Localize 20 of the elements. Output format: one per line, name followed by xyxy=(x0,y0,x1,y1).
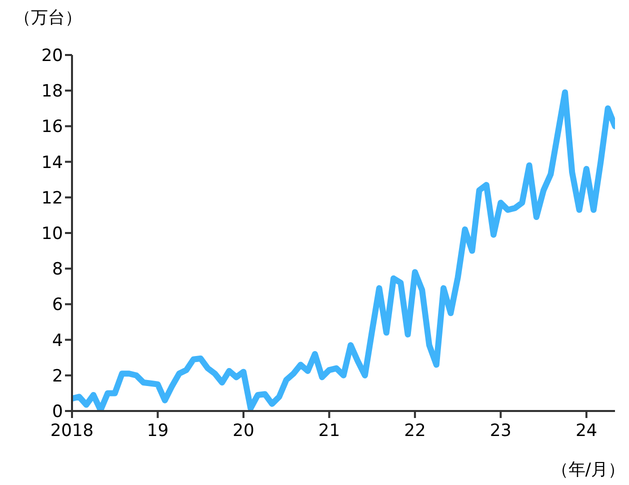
y-tick-label: 4 xyxy=(52,330,63,351)
y-tick-label: 18 xyxy=(41,82,63,102)
x-tick-label: 23 xyxy=(490,421,512,442)
y-tick-label: 16 xyxy=(41,117,63,138)
x-tick-label: 19 xyxy=(146,421,169,442)
y-tick-label: 20 xyxy=(41,46,63,66)
y-tick-label: 14 xyxy=(41,152,63,173)
x-tick-label: 24 xyxy=(576,421,598,442)
y-tick-label: 0 xyxy=(52,402,63,422)
y-tick-label: 10 xyxy=(41,224,63,244)
y-tick-label: 8 xyxy=(52,260,63,280)
x-tick-label: 21 xyxy=(318,421,340,442)
x-tick-label: 22 xyxy=(404,421,426,442)
y-tick-label: 6 xyxy=(52,295,63,316)
y-tick-label: 12 xyxy=(41,188,63,208)
y-tick-label: 2 xyxy=(52,366,63,386)
x-tick-label: 20 xyxy=(232,421,254,442)
x-tick-label: 2018 xyxy=(50,421,94,442)
x-axis-title: （年/月） xyxy=(551,459,625,481)
y-axis-title: （万台） xyxy=(14,7,82,29)
